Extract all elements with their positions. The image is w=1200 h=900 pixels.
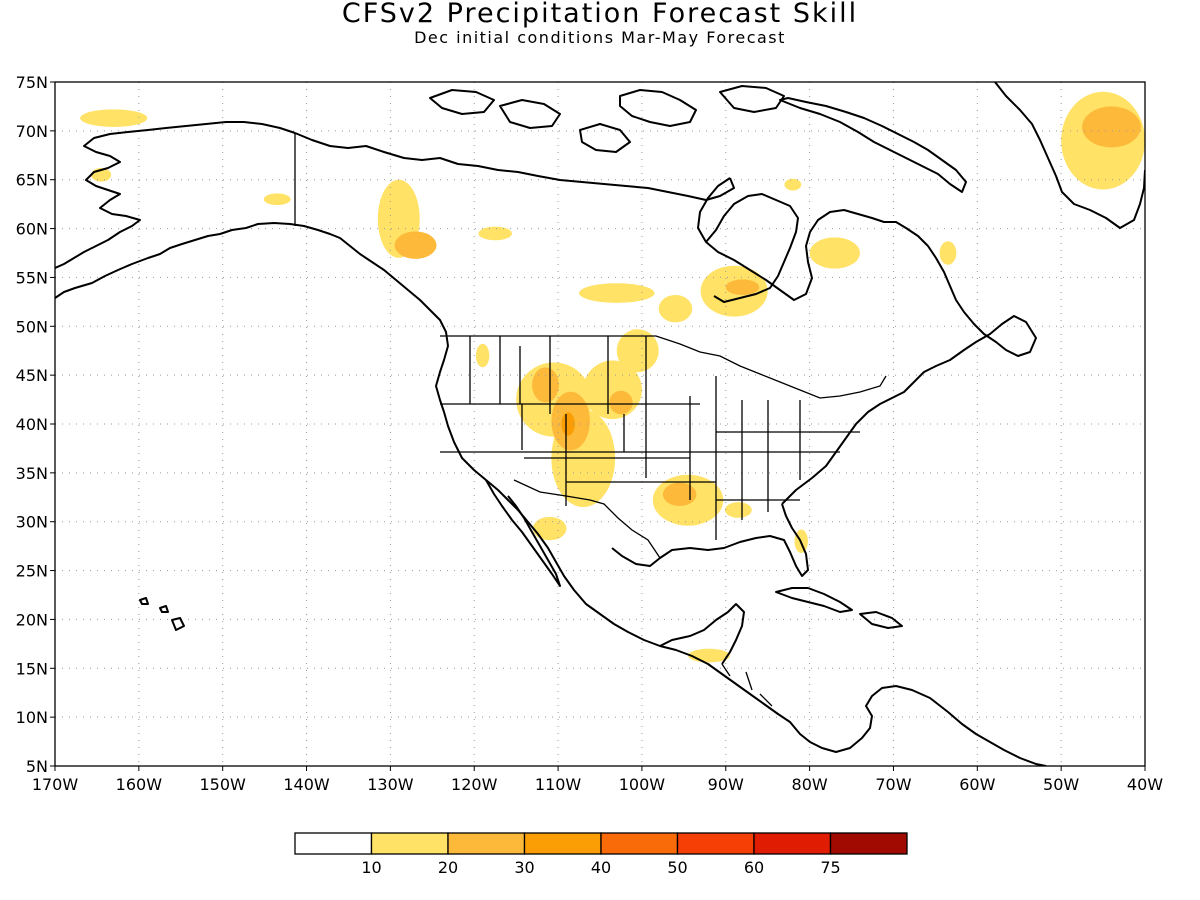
lat-tick-label: 35N <box>16 464 48 483</box>
north-america-coastline <box>55 222 1047 766</box>
lat-tick-label: 55N <box>16 268 48 287</box>
colorbar-swatch <box>447 832 526 855</box>
colorbar-legend: 10 20 30 40 50 60 75 <box>294 832 908 877</box>
skill-region <box>609 390 633 415</box>
skill-shading-layer <box>80 91 1145 663</box>
lon-tick-label: 160W <box>116 775 163 794</box>
lat-tick-label: 25N <box>16 562 48 581</box>
lat-tick-label: 50N <box>16 317 48 336</box>
lat-tick-label: 75N <box>16 73 48 92</box>
skill-region <box>939 241 957 265</box>
lon-tick-label: 170W <box>32 775 79 794</box>
arctic-coast <box>294 132 735 201</box>
central-america-borders <box>721 663 801 735</box>
lon-tick-label: 130W <box>367 775 414 794</box>
skill-region <box>1082 106 1141 148</box>
skill-region <box>475 343 490 368</box>
skill-region <box>80 109 148 127</box>
baja-california <box>485 479 561 587</box>
hudson-bay <box>705 193 799 303</box>
us-state-borders <box>440 336 860 540</box>
skill-region <box>616 329 659 373</box>
cuba <box>775 587 853 613</box>
baffin-island <box>779 97 967 193</box>
skill-region <box>662 482 697 507</box>
skill-region <box>394 231 437 259</box>
lon-tick-label: 40W <box>1127 775 1163 794</box>
us-canada-border <box>440 335 887 399</box>
lat-tick-label: 60N <box>16 220 48 239</box>
skill-region <box>561 412 575 436</box>
lon-tick-label: 150W <box>200 775 247 794</box>
lon-tick-label: 140W <box>283 775 330 794</box>
colorbar-swatch <box>600 832 679 855</box>
lon-tick-label: 60W <box>959 775 995 794</box>
colorbar-label: 50 <box>667 858 687 877</box>
colorbar-swatch <box>753 832 832 855</box>
us-mexico-border <box>513 479 661 559</box>
colorbar-label: 10 <box>361 858 381 877</box>
colorbar-label: 40 <box>591 858 611 877</box>
greenland <box>994 82 1145 229</box>
colorbar-swatch <box>523 832 602 855</box>
east-coast <box>697 177 1037 505</box>
lat-tick-label: 70N <box>16 122 48 141</box>
skill-region <box>658 295 693 323</box>
lat-tick-label: 15N <box>16 659 48 678</box>
skill-region <box>532 367 559 403</box>
lat-tick-label: 5N <box>26 757 48 776</box>
skill-region <box>263 193 291 206</box>
alaska-west-coast <box>55 121 296 269</box>
colorbar-label: 30 <box>514 858 534 877</box>
lon-tick-label: 70W <box>875 775 911 794</box>
colorbar-label: 60 <box>744 858 764 877</box>
colorbar-label: 20 <box>438 858 458 877</box>
lon-tick-label: 80W <box>792 775 828 794</box>
arctic-islands <box>429 85 785 153</box>
skill-region <box>725 279 760 296</box>
lat-tick-label: 10N <box>16 708 48 727</box>
skill-region <box>809 237 860 269</box>
skill-region <box>579 283 655 303</box>
skill-region <box>784 178 802 191</box>
chart-title: CFSv2 Precipitation Forecast Skill <box>341 0 859 29</box>
colorbar-label: 75 <box>820 858 840 877</box>
colorbar-swatch <box>294 832 373 855</box>
coastline-layer <box>55 82 1145 766</box>
skill-region <box>724 502 752 518</box>
lat-tick-label: 45N <box>16 366 48 385</box>
hispaniola <box>859 611 903 629</box>
lon-tick-label: 120W <box>451 775 498 794</box>
lat-tick-label: 40N <box>16 415 48 434</box>
lat-tick-label: 20N <box>16 610 48 629</box>
lat-tick-label: 65N <box>16 171 48 190</box>
lon-tick-label: 110W <box>535 775 582 794</box>
chart-subtitle: Dec initial conditions Mar-May Forecast <box>414 28 786 47</box>
colorbar-swatch <box>829 832 908 855</box>
political-borders-layer <box>294 133 887 735</box>
lat-tick-label: 30N <box>16 513 48 532</box>
lon-tick-label: 90W <box>708 775 744 794</box>
lon-tick-label: 100W <box>619 775 666 794</box>
lon-tick-label: 50W <box>1043 775 1079 794</box>
gulf-coast <box>611 503 809 577</box>
yucatan-coast <box>659 603 745 665</box>
hawaii <box>139 597 185 631</box>
skill-region <box>532 516 567 541</box>
colorbar-swatch <box>370 832 449 855</box>
axis-tick-labels: 75N 70N 65N 60N 55N 50N 45N 40N 35N 30N 25N 20N 15N 1… <box>16 73 1164 794</box>
colorbar-swatch <box>676 832 755 855</box>
skill-region <box>478 226 512 241</box>
